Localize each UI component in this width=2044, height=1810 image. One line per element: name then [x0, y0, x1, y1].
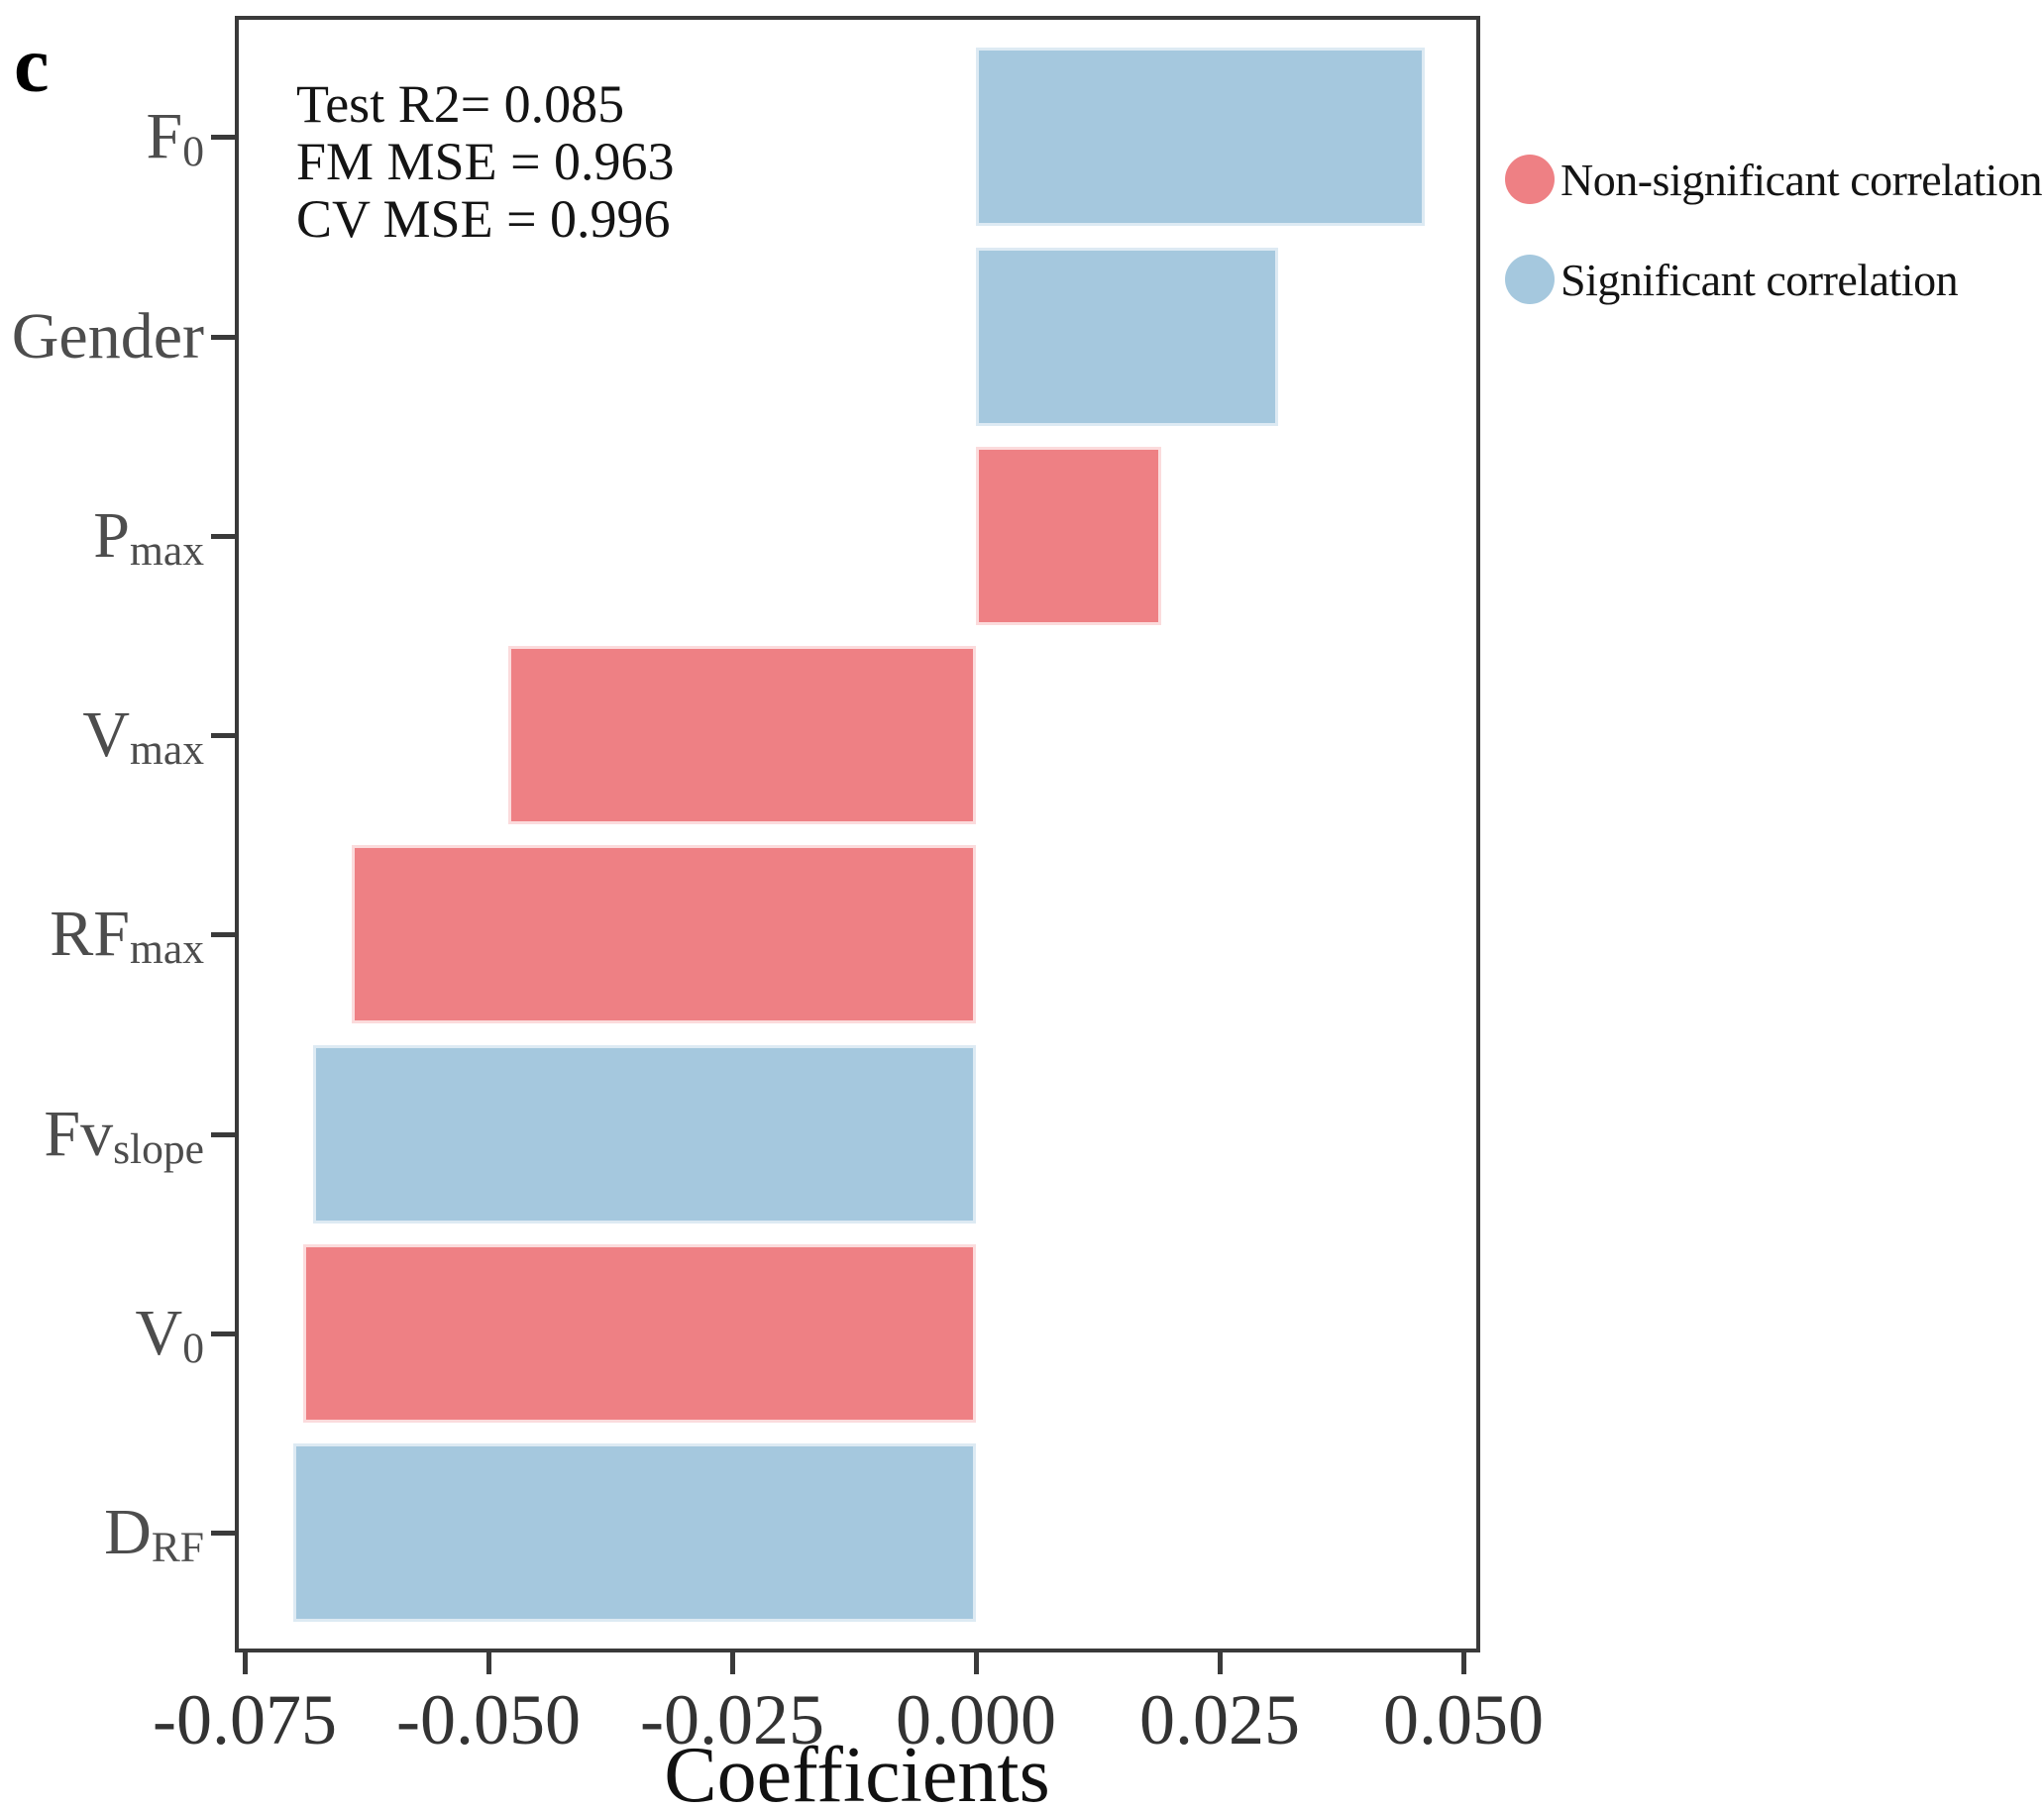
x-tick-label: -0.050 [396, 1680, 581, 1759]
legend-marker-icon [1505, 155, 1555, 204]
legend-marker-icon [1505, 255, 1555, 304]
y-axis-label-f0: F0 [0, 77, 205, 196]
legend-label: Significant correlation [1560, 254, 1959, 305]
x-tick-label: 0.000 [896, 1680, 1056, 1759]
x-tick [730, 1650, 735, 1674]
y-axis-label-base: V [135, 1297, 183, 1369]
x-tick [1218, 1650, 1223, 1674]
y-tick [211, 1331, 237, 1336]
y-axis-label-vmax: Vmax [0, 676, 204, 795]
legend-item-significant: Significant correlation [1505, 254, 1959, 305]
y-axis-label-base: Gender [11, 300, 204, 373]
y-tick [211, 1132, 237, 1137]
y-axis-label-base: P [93, 499, 131, 572]
y-tick [211, 733, 237, 738]
y-axis-label-gender: Gender [0, 277, 204, 396]
y-axis-label-subscript: max [130, 924, 204, 973]
y-axis-label-drf: DRF [0, 1473, 204, 1592]
stats-annotation: Test R2= 0.085 FM MSE = 0.963 CV MSE = 0.9… [296, 75, 675, 248]
bar-f0 [976, 48, 1425, 226]
x-tick-label: -0.075 [153, 1680, 337, 1759]
bar-v0 [303, 1244, 976, 1423]
x-tick [974, 1650, 979, 1674]
legend-label: Non-significant correlation [1560, 154, 2042, 205]
stats-annotation-line: CV MSE = 0.996 [296, 189, 671, 249]
y-axis-label-v0: V0 [0, 1274, 204, 1393]
stats-annotation-line: Test R2= 0.085 [296, 74, 625, 134]
y-axis-label-subscript: max [130, 725, 204, 774]
stats-annotation-line: FM MSE = 0.963 [296, 132, 675, 191]
bar-vmax [508, 646, 976, 824]
y-axis-label-subscript: 0 [182, 127, 204, 175]
y-axis-label-base: D [104, 1496, 152, 1568]
y-axis-label-fvslope: Fvslope [0, 1075, 204, 1194]
y-axis-label-rfmax: RFmax [0, 875, 204, 994]
y-axis-label-subscript: 0 [182, 1324, 204, 1372]
bar-fvslope [313, 1045, 976, 1224]
y-axis-label-base: RF [50, 898, 131, 970]
y-tick [211, 534, 237, 539]
panel-label: c [14, 22, 50, 109]
x-axis-title: Coefficients [664, 1732, 1050, 1810]
x-tick-label: 0.025 [1139, 1680, 1300, 1759]
bar-gender [976, 248, 1278, 426]
bar-pmax [976, 447, 1161, 625]
y-tick [211, 135, 237, 140]
y-axis-label-pmax: Pmax [0, 477, 204, 595]
bar-rfmax [352, 845, 976, 1023]
y-axis-label-subscript: slope [113, 1124, 204, 1173]
y-tick [211, 335, 237, 340]
y-axis-label-base: F [146, 100, 183, 172]
y-tick [211, 932, 237, 937]
y-axis-label-subscript: max [130, 526, 204, 575]
y-axis-label-subscript: RF [151, 1523, 204, 1571]
y-axis-label-base: V [82, 698, 131, 771]
x-tick [243, 1650, 248, 1674]
x-tick-label: -0.025 [640, 1680, 824, 1759]
bar-drf [293, 1443, 976, 1622]
legend-item-non-significant: Non-significant correlation [1505, 154, 2042, 205]
y-tick [211, 1531, 237, 1536]
x-tick-label: 0.050 [1383, 1680, 1544, 1759]
x-tick [1461, 1650, 1466, 1674]
y-axis-label-base: Fv [44, 1098, 114, 1170]
x-tick [486, 1650, 491, 1674]
